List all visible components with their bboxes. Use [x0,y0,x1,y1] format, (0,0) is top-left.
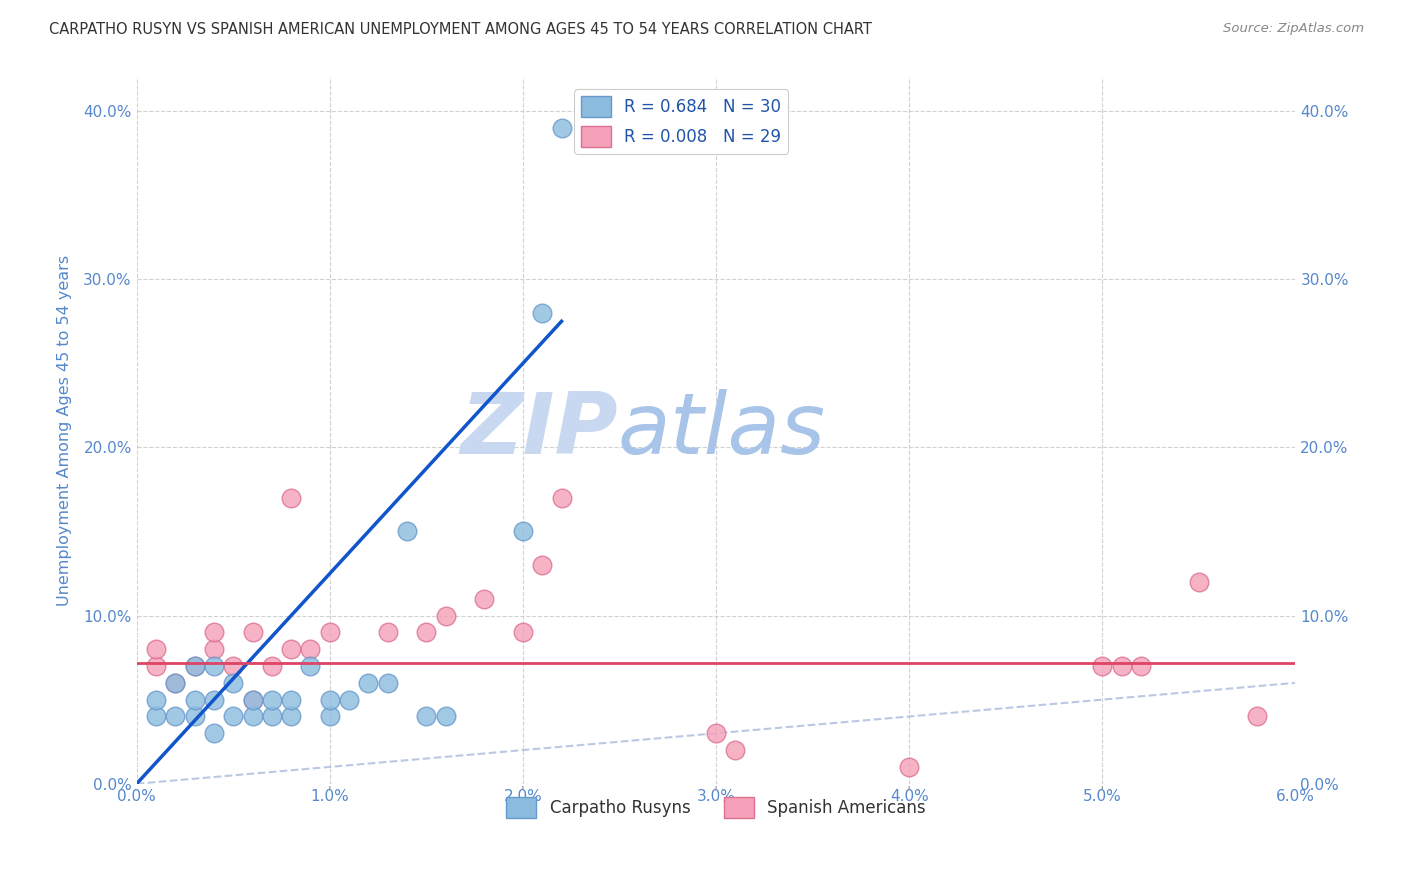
Point [512,524,534,539]
Text: CARPATHO RUSYN VS SPANISH AMERICAN UNEMPLOYMENT AMONG AGES 45 TO 54 YEARS CORREL: CARPATHO RUSYN VS SPANISH AMERICAN UNEMP… [49,22,872,37]
Point [280,692,302,706]
Point [1091,659,1114,673]
Point [202,642,225,657]
Point [1111,659,1133,673]
Point [145,642,167,657]
Point [165,709,187,723]
Point [357,676,380,690]
Point [145,659,167,673]
Point [531,558,554,573]
Y-axis label: Unemployment Among Ages 45 to 54 years: Unemployment Among Ages 45 to 54 years [58,255,72,607]
Point [512,625,534,640]
Point [260,659,283,673]
Point [1188,574,1211,589]
Point [337,692,360,706]
Point [145,692,167,706]
Point [299,642,322,657]
Point [202,625,225,640]
Point [472,591,495,606]
Point [222,709,245,723]
Point [280,709,302,723]
Text: atlas: atlas [617,389,825,472]
Point [531,306,554,320]
Point [415,625,437,640]
Point [280,491,302,505]
Point [145,709,167,723]
Point [724,743,747,757]
Point [202,659,225,673]
Point [550,491,572,505]
Point [319,692,342,706]
Point [242,692,264,706]
Point [183,692,205,706]
Point [434,608,457,623]
Point [202,692,225,706]
Point [319,709,342,723]
Point [415,709,437,723]
Point [280,642,302,657]
Point [704,726,727,740]
Point [165,676,187,690]
Text: Source: ZipAtlas.com: Source: ZipAtlas.com [1223,22,1364,36]
Point [299,659,322,673]
Point [242,692,264,706]
Point [222,659,245,673]
Point [183,709,205,723]
Point [1246,709,1268,723]
Point [319,625,342,640]
Point [242,709,264,723]
Point [183,659,205,673]
Legend: Carpatho Rusyns, Spanish Americans: Carpatho Rusyns, Spanish Americans [499,790,932,825]
Point [242,625,264,640]
Point [377,625,399,640]
Point [1129,659,1152,673]
Point [396,524,419,539]
Point [434,709,457,723]
Point [377,676,399,690]
Text: ZIP: ZIP [460,389,617,472]
Point [260,709,283,723]
Point [183,659,205,673]
Point [165,676,187,690]
Point [202,726,225,740]
Point [260,692,283,706]
Point [898,760,921,774]
Point [550,120,572,135]
Point [222,676,245,690]
